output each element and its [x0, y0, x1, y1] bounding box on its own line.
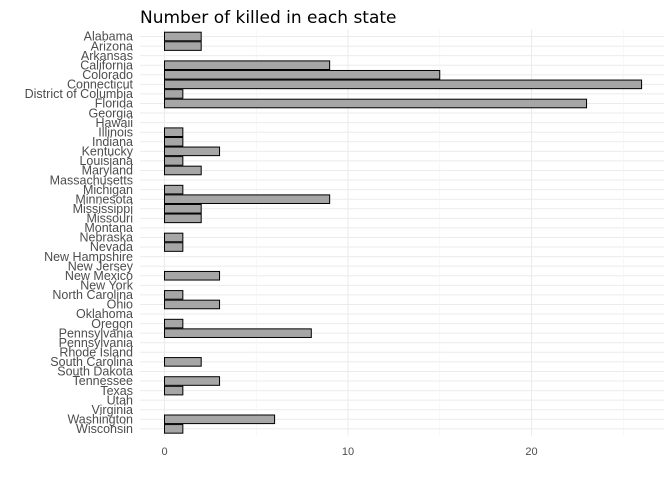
bar: [164, 299, 221, 310]
category-label: Nevada: [90, 240, 133, 254]
x-tick-label: 20: [525, 446, 537, 458]
category-label: New Jersey: [68, 259, 134, 273]
category-label: Oregon: [91, 317, 133, 331]
category-label: Mississippi: [73, 202, 133, 216]
category-label: Montana: [84, 221, 133, 235]
x-tick-label: 0: [161, 446, 167, 458]
bar: [164, 146, 221, 157]
bar: [164, 165, 202, 176]
bar: [164, 156, 184, 166]
category-label: Maryland: [82, 164, 133, 178]
category-label: Minnesota: [75, 192, 133, 206]
category-label: Missouri: [86, 212, 133, 226]
bar: [164, 203, 202, 214]
category-label: Washington: [67, 413, 133, 427]
category-label: Utah: [107, 393, 133, 407]
bar: [164, 136, 184, 147]
bar: [164, 194, 331, 204]
bars: [164, 31, 643, 434]
bar: [164, 270, 221, 281]
category-label: New Hampshire: [44, 250, 133, 264]
category-label: Pennsylvania: [59, 336, 133, 350]
category-label: Ohio: [107, 298, 133, 312]
category-label: Florida: [95, 97, 133, 111]
category-label: Colorado: [82, 68, 133, 82]
bar: [164, 213, 202, 224]
category-label: Rhode Island: [59, 346, 133, 360]
tick-labels: 0 10 20: [161, 446, 537, 458]
bar: [164, 60, 331, 71]
bar: [164, 31, 202, 42]
category-label: Georgia: [89, 106, 134, 120]
bar: [164, 79, 643, 90]
chart-title: Number of killed in each state: [140, 8, 397, 28]
category-label: Kentucky: [82, 145, 134, 159]
category-label: Virginia: [92, 403, 134, 417]
category-label: New York: [80, 279, 134, 293]
bar: [164, 290, 184, 300]
bar: [164, 376, 221, 386]
category-label: Alabama: [84, 30, 133, 44]
bar: [164, 41, 202, 51]
category-label: Illinois: [98, 125, 133, 139]
category-label: Louisiana: [79, 154, 133, 168]
category-label: Tennessee: [73, 374, 134, 388]
bar: [164, 328, 312, 338]
category-label: Hawaii: [95, 116, 133, 130]
x-tick-label: 10: [342, 446, 354, 458]
category-label: South Carolina: [50, 355, 133, 369]
category-labels: AlabamaArizonaArkansasCaliforniaColorado…: [25, 30, 134, 436]
category-label: South Dakota: [57, 365, 133, 379]
bar: [164, 184, 184, 195]
category-label: Nebraska: [80, 231, 134, 245]
category-label: Texas: [100, 384, 133, 398]
bar: [164, 98, 588, 109]
bar: [164, 414, 276, 425]
category-label: Indiana: [92, 135, 133, 149]
bar: [164, 242, 184, 252]
category-label: Arizona: [91, 39, 133, 53]
bar: [164, 232, 184, 243]
bar: [164, 69, 441, 80]
category-label: Pennsylvania: [59, 326, 133, 340]
category-label: Arkansas: [81, 49, 133, 63]
category-label: Connecticut: [67, 78, 134, 92]
bar: [164, 127, 184, 138]
category-label: District of Columbia: [25, 87, 133, 101]
bar: [164, 424, 184, 434]
category-label: Oklahoma: [76, 307, 133, 321]
category-label: California: [80, 58, 133, 72]
category-label: Wisconsin: [76, 422, 133, 436]
category-label: North Carolina: [52, 288, 133, 302]
bar: [164, 318, 184, 329]
grid: [140, 29, 664, 436]
category-label: Michigan: [83, 183, 133, 197]
category-label: New Mexico: [65, 269, 133, 283]
category-label: Massachusetts: [50, 173, 133, 187]
bar: [164, 385, 184, 396]
bar: [164, 89, 184, 99]
bar: [164, 357, 202, 367]
